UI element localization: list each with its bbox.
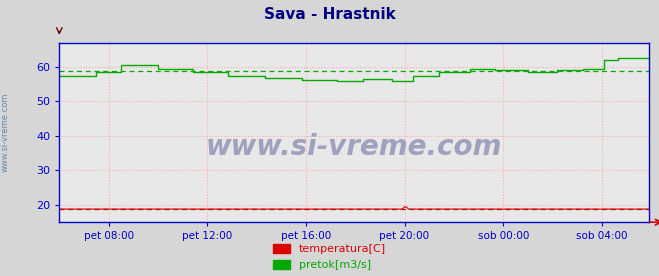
Text: www.si-vreme.com: www.si-vreme.com: [206, 133, 502, 161]
Legend: temperatura[C], pretok[m3/s]: temperatura[C], pretok[m3/s]: [273, 244, 386, 270]
Text: www.si-vreme.com: www.si-vreme.com: [1, 93, 10, 172]
Text: Sava - Hrastnik: Sava - Hrastnik: [264, 7, 395, 22]
